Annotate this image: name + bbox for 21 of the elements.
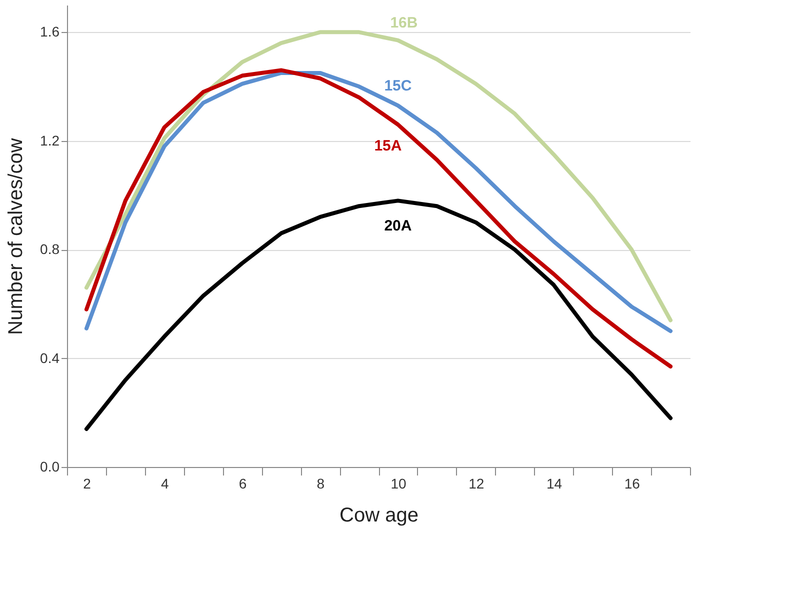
y-tick-label: 0.4 — [40, 350, 60, 366]
x-tick-label: 8 — [316, 476, 325, 492]
y-axis-title: Number of calves/cow — [5, 138, 28, 335]
series-label: 15A — [374, 138, 402, 155]
series-label: 15C — [384, 78, 412, 95]
series-label: 16B — [390, 14, 418, 32]
x-tick-label: 16 — [624, 476, 640, 492]
y-tick-label: 0.8 — [40, 241, 60, 258]
x-tick-label: 4 — [160, 476, 169, 492]
line-series — [84, 198, 673, 431]
x-tick-label: 10 — [390, 476, 406, 492]
y-tick-label: 1.6 — [40, 24, 60, 40]
line-series — [84, 30, 673, 322]
y-tick-label: 0.0 — [40, 458, 60, 474]
series-label: 20A — [384, 218, 412, 235]
x-tick-label: 14 — [546, 476, 562, 492]
x-tick-label: 2 — [83, 476, 92, 492]
x-axis-title: Cow age — [340, 504, 418, 526]
x-tick-label: 12 — [468, 476, 484, 492]
y-tick-label: 1.2 — [40, 132, 60, 148]
x-tick-label: 6 — [238, 476, 247, 492]
